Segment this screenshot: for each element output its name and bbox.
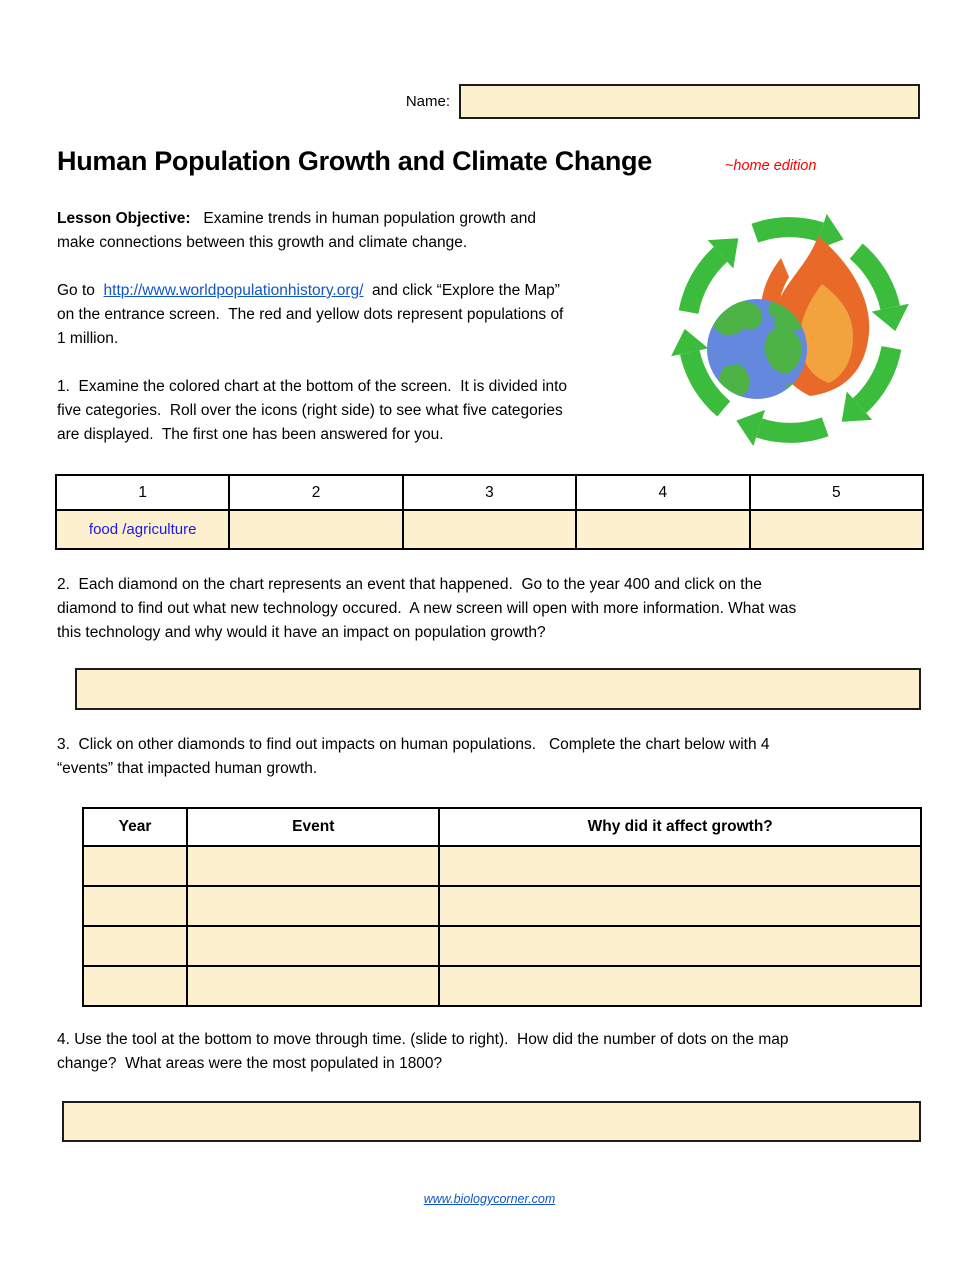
events-cell-year-4[interactable] xyxy=(81,965,189,1007)
events-cell-event-4[interactable] xyxy=(186,965,441,1007)
objective-text: Examine trends in human population growt… xyxy=(57,210,537,251)
events-row-3 xyxy=(81,925,922,967)
category-answer-3[interactable] xyxy=(401,509,578,550)
events-cell-year-3[interactable] xyxy=(81,925,189,967)
edition-note: ~home edition xyxy=(724,158,817,174)
events-cell-year-2[interactable] xyxy=(81,885,189,927)
events-cell-event-3[interactable] xyxy=(186,925,441,967)
events-header-row: Year Event Why did it affect growth? xyxy=(81,807,922,847)
category-header-1: 1 xyxy=(54,474,231,511)
categories-header-row: 1 2 3 4 5 xyxy=(54,474,925,511)
events-header-event: Event xyxy=(186,807,441,847)
intro-post-link: and click “Explore the Map” on the entra… xyxy=(57,282,564,347)
q4-answer-box[interactable] xyxy=(62,1101,921,1142)
category-header-2: 2 xyxy=(228,474,404,511)
worldpopulationhistory-link[interactable]: http://www.worldpopulationhistory.org/ xyxy=(103,282,364,299)
earth-flame-recycle-illustration xyxy=(660,198,920,460)
category-answer-5[interactable] xyxy=(748,509,925,550)
lesson-objective: Lesson Objective: Examine trends in huma… xyxy=(57,207,697,255)
biologycorner-link[interactable]: www.biologycorner.com xyxy=(423,1192,556,1206)
intro-paragraph: Go to http://www.worldpopulationhistory.… xyxy=(57,279,697,351)
category-answer-4[interactable] xyxy=(575,509,751,550)
objective-label: Lesson Objective: xyxy=(57,210,191,227)
events-cell-event-1[interactable] xyxy=(186,845,441,887)
category-answer-1[interactable]: food /agriculture xyxy=(54,509,231,550)
events-row-2 xyxy=(81,885,922,927)
categories-table: 1 2 3 4 5 food /agriculture xyxy=(54,474,925,550)
footer: www.biologycorner.com xyxy=(0,1190,979,1208)
category-header-4: 4 xyxy=(575,474,751,511)
category-header-5: 5 xyxy=(748,474,925,511)
events-row-1 xyxy=(81,845,922,887)
question-2: 2. Each diamond on the chart represents … xyxy=(57,576,797,641)
question-4: 4. Use the tool at the bottom to move th… xyxy=(57,1031,789,1072)
name-input[interactable] xyxy=(459,84,920,119)
events-cell-why-1[interactable] xyxy=(438,845,922,887)
page-title: Human Population Growth and Climate Chan… xyxy=(57,146,652,176)
question-3: 3. Click on other diamonds to find out i… xyxy=(57,736,770,777)
events-header-year: Year xyxy=(81,807,189,847)
question-1: 1. Examine the colored chart at the bott… xyxy=(57,378,568,443)
events-row-4 xyxy=(81,965,922,1007)
events-header-why: Why did it affect growth? xyxy=(438,807,922,847)
events-cell-why-4[interactable] xyxy=(438,965,922,1007)
q2-answer-box[interactable] xyxy=(75,668,921,710)
intro-pre-link: Go to xyxy=(57,282,104,299)
categories-answer-row: food /agriculture xyxy=(54,509,925,550)
events-cell-why-3[interactable] xyxy=(438,925,922,967)
events-cell-why-2[interactable] xyxy=(438,885,922,927)
events-table: Year Event Why did it affect growth? xyxy=(81,807,922,1007)
category-header-3: 3 xyxy=(401,474,578,511)
title-row: Human Population Growth and Climate Chan… xyxy=(57,146,937,177)
events-cell-year-1[interactable] xyxy=(81,845,189,887)
category-answer-2[interactable] xyxy=(228,509,404,550)
events-cell-event-2[interactable] xyxy=(186,885,441,927)
name-row: Name: xyxy=(0,84,920,119)
name-label: Name: xyxy=(405,93,450,110)
